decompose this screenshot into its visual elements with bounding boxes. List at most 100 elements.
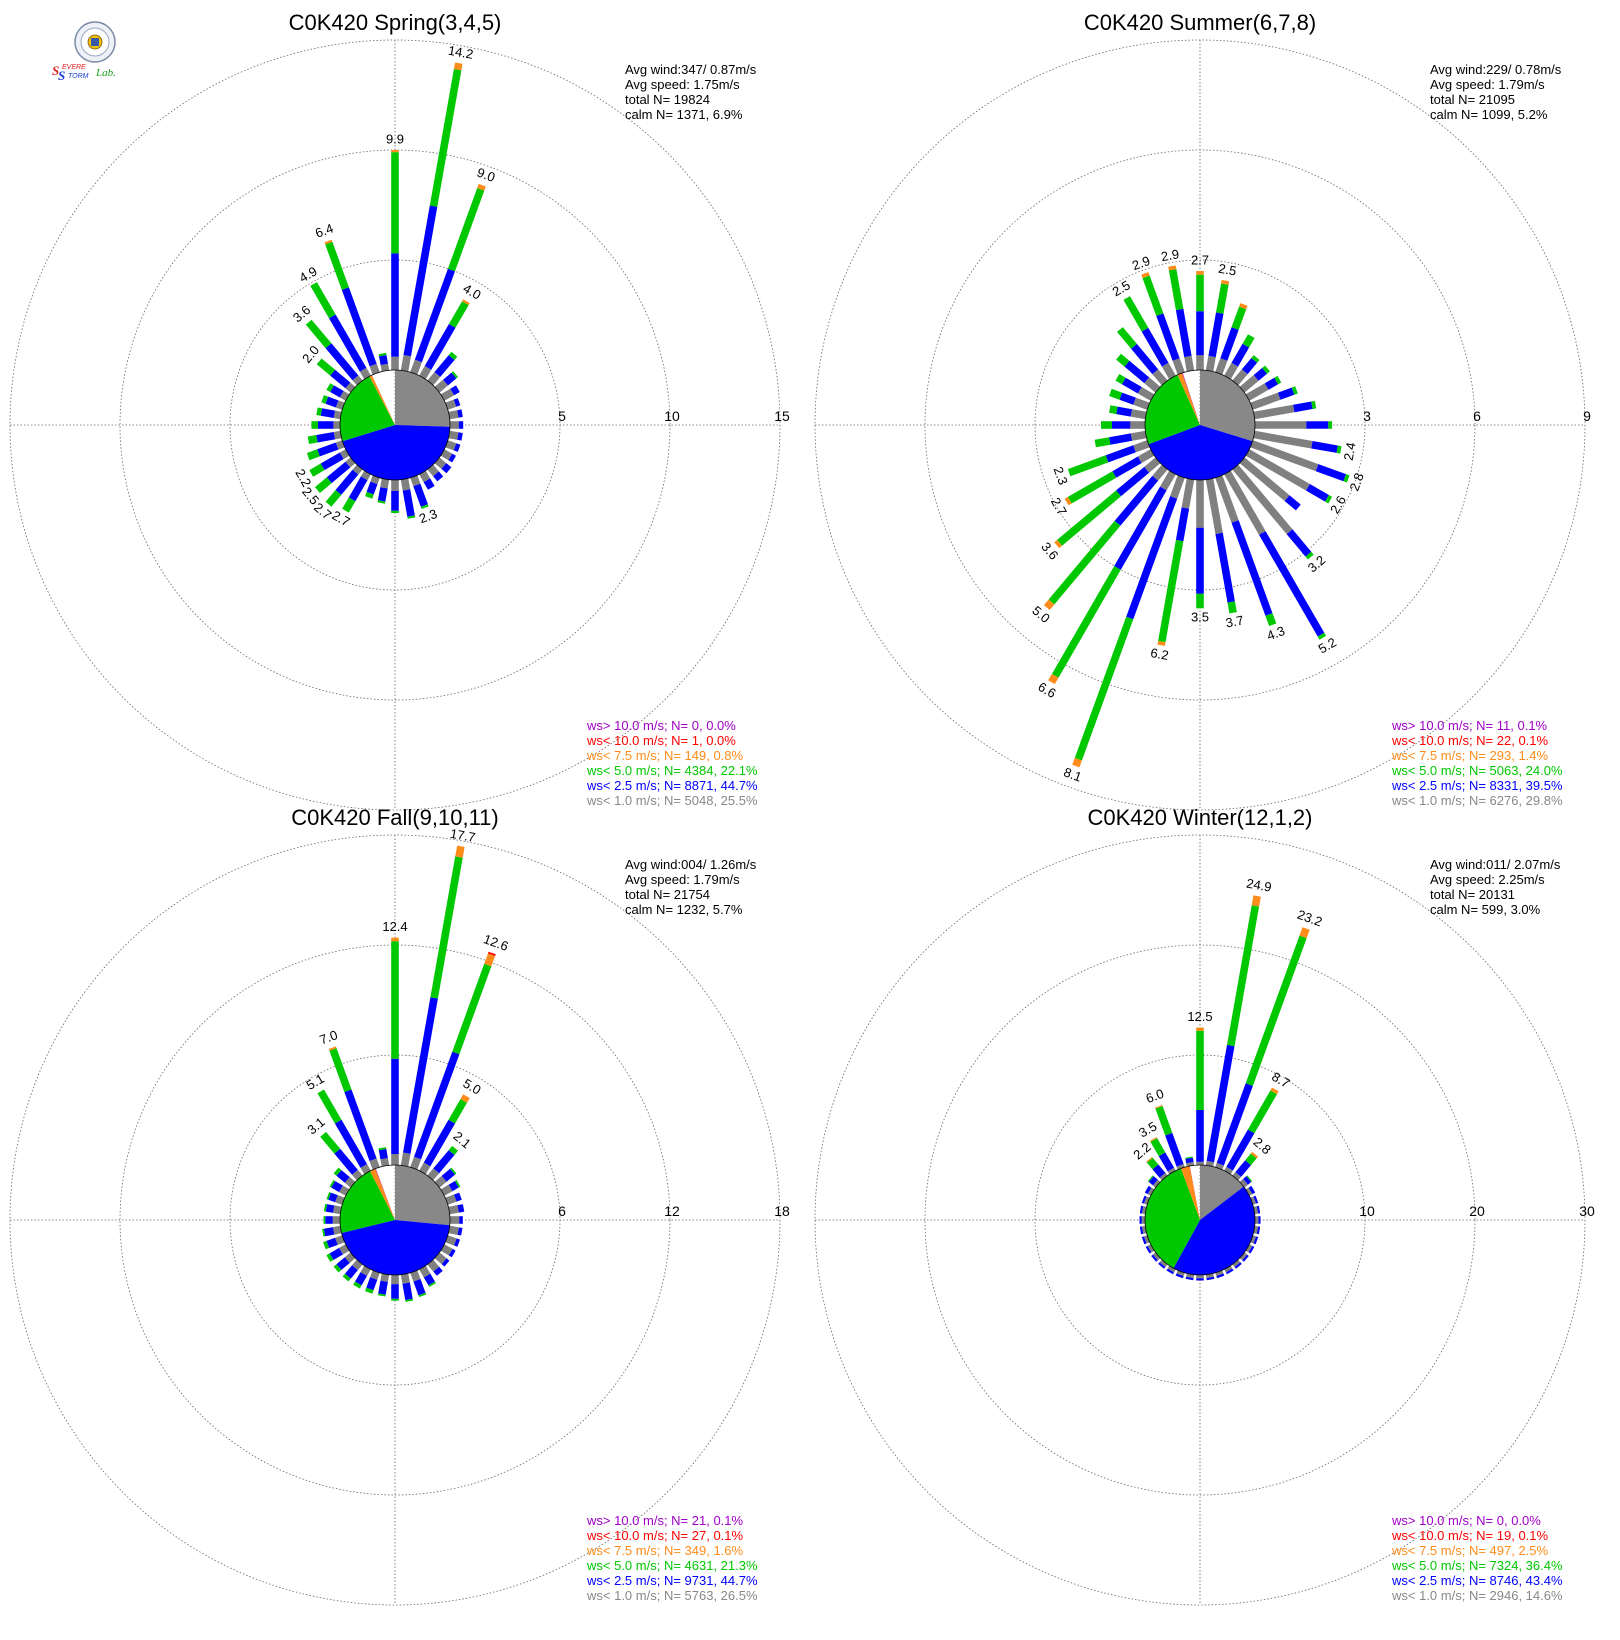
wind-bar-segment — [1246, 1175, 1253, 1182]
radial-tick-label: 15 — [774, 408, 790, 424]
wind-bar-segment — [427, 1259, 440, 1272]
wind-bar-segment — [1234, 1262, 1242, 1269]
wind-bar-segment — [325, 490, 342, 507]
wind-bar-segment — [380, 1273, 390, 1282]
wind-bar-segment — [1124, 360, 1150, 384]
wind-bar-segment — [1245, 1153, 1257, 1166]
wind-bar-segment — [352, 1169, 363, 1181]
wind-bar-segment — [315, 477, 332, 493]
stats-line: Avg wind:347/ 0.87m/s — [625, 62, 757, 77]
wind-rose-panel: 5 10 159.914.29.04.02.32.72.72.52.22.03.64… — [9, 10, 790, 811]
wind-bar-segment — [1116, 353, 1130, 367]
wind-bar-segment — [433, 471, 444, 482]
wind-bar-segment — [325, 241, 349, 290]
wind-bar-segment — [1147, 1187, 1155, 1196]
wind-bar-segment — [1255, 421, 1307, 429]
wind-bar-segment — [1139, 1216, 1142, 1224]
stats-line: calm N= 1232, 5.7% — [625, 902, 743, 917]
wind-bar-segment — [440, 1184, 453, 1196]
wind-bar-segment — [325, 343, 359, 381]
wind-bar-segment — [1175, 308, 1192, 358]
wind-bar-label: 23.2 — [1295, 907, 1324, 930]
wind-bar-segment — [1166, 1268, 1175, 1275]
wind-rose-panel: 3 6 92.72.52.42.82.63.25.24.33.73.56.28.16… — [814, 10, 1591, 811]
wind-bar-segment — [1141, 327, 1169, 367]
svg-text:Lab.: Lab. — [95, 67, 116, 79]
wind-bar-label: 12.6 — [482, 931, 511, 954]
wind-bar-label: 14.2 — [447, 43, 475, 62]
chart-title: C0K420 Winter(12,1,2) — [1088, 805, 1313, 830]
wind-bar-segment — [352, 375, 363, 386]
wind-bar-segment — [1196, 480, 1204, 528]
legend-entry: ws< 5.0 m/s; N= 7324, 36.4% — [1391, 1558, 1563, 1573]
wind-bar-segment — [1250, 392, 1281, 410]
wind-bar-segment — [1253, 404, 1295, 420]
wind-bar-segment — [1184, 355, 1195, 372]
wind-bar-segment — [380, 363, 390, 372]
wind-bar-segment — [1232, 1259, 1241, 1268]
wind-bar-segment — [1306, 484, 1329, 502]
wind-bar-segment — [329, 1247, 343, 1260]
wind-bar-segment — [403, 997, 438, 1154]
wind-bar-segment — [448, 1248, 456, 1258]
wind-bar-segment — [1245, 935, 1307, 1086]
wind-bar-segment — [1231, 343, 1250, 367]
wind-bar-segment — [1152, 1164, 1166, 1178]
wind-bar-segment — [1274, 375, 1282, 385]
wind-bar-segment — [402, 489, 415, 517]
wind-bar-segment — [370, 475, 380, 485]
center-pie-slice — [1200, 370, 1255, 442]
wind-bar-segment — [1206, 1276, 1215, 1281]
center-pie-slice — [1144, 374, 1200, 445]
wind-bar-segment — [1225, 1268, 1234, 1275]
wind-bar-segment — [1176, 1163, 1185, 1170]
wind-bar-segment — [1167, 1265, 1176, 1273]
wind-bar-segment — [1220, 327, 1239, 361]
wind-bar-segment — [1328, 421, 1332, 429]
wind-bar-segment — [1239, 375, 1259, 393]
wind-bar-segment — [391, 1275, 399, 1285]
wind-bar-segment — [1168, 269, 1184, 311]
wind-bar-label: 7.0 — [317, 1027, 339, 1047]
wind-bar-segment — [440, 449, 453, 461]
wind-bar-segment — [1151, 1254, 1158, 1262]
legend-entry: ws< 2.5 m/s; N= 8871, 44.7% — [586, 778, 758, 793]
wind-bar-segment — [342, 497, 356, 513]
wind-bar-segment — [1239, 1252, 1248, 1261]
wind-bar-segment — [1150, 1138, 1166, 1157]
wind-bar-segment — [377, 487, 388, 502]
wind-bar-segment — [1123, 296, 1149, 332]
wind-bar-segment — [1250, 440, 1319, 472]
center-pie-outline — [1144, 369, 1256, 481]
wind-bar-segment — [1245, 1187, 1253, 1196]
wind-bar-segment — [1196, 1275, 1204, 1279]
wind-bar-segment — [402, 1282, 413, 1301]
stats-line: total N= 21754 — [625, 887, 710, 902]
wind-bar-segment — [1048, 520, 1121, 605]
stats-line: total N= 19824 — [625, 92, 710, 107]
wind-bar-segment — [345, 382, 356, 393]
wind-bar-segment — [309, 463, 325, 477]
wind-bar-segment — [378, 1280, 388, 1295]
wind-bar-segment — [445, 1235, 457, 1246]
legend-entry: ws< 10.0 m/s; N= 19, 0.1% — [1391, 1528, 1549, 1543]
wind-bar-segment — [332, 1216, 340, 1224]
wind-bar-segment — [1258, 1216, 1261, 1224]
wind-bar-segment — [391, 1154, 399, 1165]
wind-bar-segment — [379, 355, 388, 365]
legend-entry: ws> 10.0 m/s; N= 11, 0.1% — [1391, 718, 1548, 733]
legend-entry: ws< 7.5 m/s; N= 497, 2.5% — [1391, 1543, 1549, 1558]
radial-tick-label: 3 — [1363, 408, 1371, 424]
wind-bar-segment — [434, 1175, 447, 1188]
legend-entry: ws< 1.0 m/s; N= 6276, 29.8% — [1391, 793, 1563, 808]
wind-bar-segment — [1048, 674, 1059, 685]
wind-bar-segment — [457, 409, 463, 418]
wind-bar-segment — [400, 478, 411, 491]
wind-bar-label: 24.9 — [1245, 876, 1273, 895]
wind-bar-segment — [434, 355, 455, 377]
wind-bar-segment — [335, 1235, 345, 1245]
center-pie-slice — [1145, 1168, 1200, 1269]
wind-bar-segment — [1306, 421, 1329, 429]
wind-bar-segment — [448, 1225, 459, 1235]
